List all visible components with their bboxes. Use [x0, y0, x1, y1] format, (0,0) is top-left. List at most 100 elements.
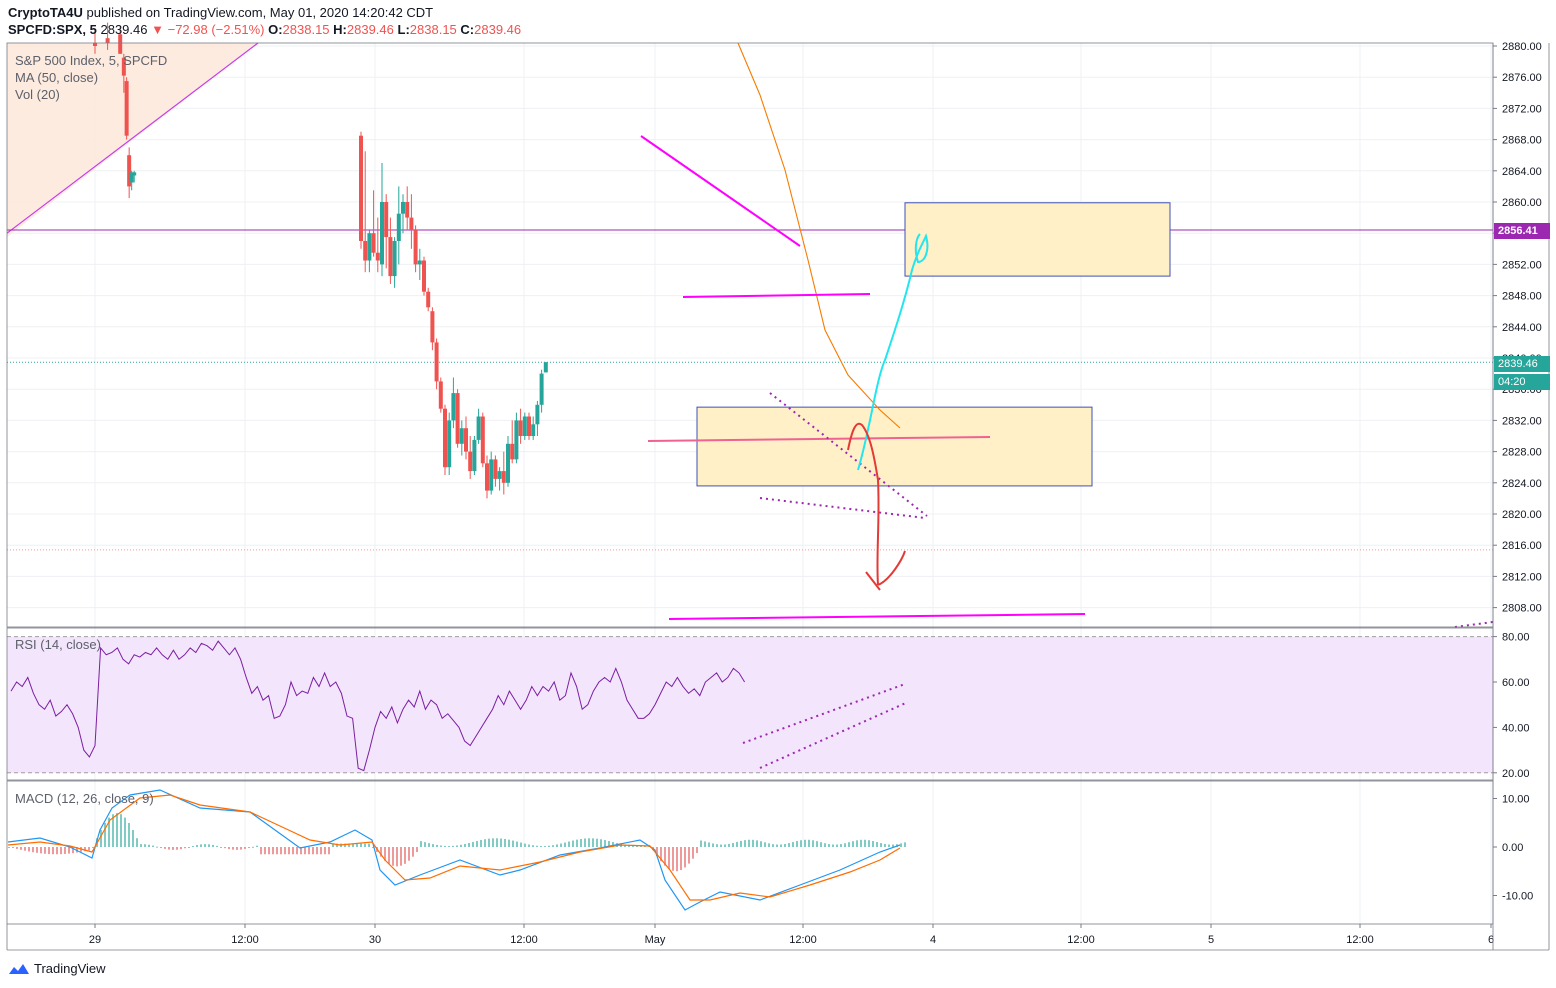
time-tick-label: 29	[89, 934, 101, 946]
ma50-line	[737, 42, 901, 429]
macd-histogram-bar	[300, 847, 302, 855]
time-tick-label: 12:00	[231, 934, 259, 946]
macd-histogram-bar	[12, 847, 14, 848]
macd-histogram-bar	[740, 840, 742, 847]
high-value: 2839.46	[346, 22, 394, 37]
macd-histogram-bar	[824, 843, 826, 847]
macd-histogram-bar	[372, 847, 374, 848]
macd-histogram-bar	[564, 842, 566, 847]
macd-tick-label: -10.00	[1502, 891, 1533, 903]
price-change: −72.98 (−2.51%)	[167, 22, 265, 37]
macd-histogram-bar	[832, 844, 834, 847]
macd-histogram-bar	[556, 844, 558, 847]
offscreen-dotted	[1454, 621, 1494, 628]
bar-timer-tag: 04:20	[1494, 374, 1550, 390]
candle-body	[388, 237, 393, 277]
macd-histogram-bar	[876, 842, 878, 847]
macd-histogram-bar	[220, 847, 222, 848]
candle-body	[132, 172, 137, 176]
macd-histogram-bar	[836, 844, 838, 847]
candle-body	[451, 393, 456, 421]
author-name[interactable]: CryptoTA4U	[8, 5, 83, 20]
macd-histogram-bar	[780, 844, 782, 847]
price-tick-label: 2868.00	[1502, 135, 1542, 147]
macd-histogram-bar	[500, 838, 502, 847]
macd-histogram-bar	[100, 830, 102, 847]
candle-body	[497, 471, 502, 479]
time-tick-label: 12:00	[789, 934, 817, 946]
macd-histogram-bar	[64, 847, 66, 854]
macd-histogram-bar	[132, 830, 134, 847]
macd-histogram-bar	[624, 844, 626, 847]
macd-histogram-bar	[236, 847, 238, 850]
candle-body	[438, 381, 443, 409]
macd-histogram-bar	[8, 847, 10, 848]
legend-rsi[interactable]: RSI (14, close)	[15, 637, 101, 652]
macd-histogram-bar	[456, 845, 458, 847]
macd-histogram-bar	[104, 822, 106, 847]
macd-histogram-bar	[232, 847, 234, 850]
candle-body	[476, 416, 481, 440]
candle-body	[522, 416, 527, 436]
macd-histogram-bar	[308, 847, 310, 855]
last-price: 2839.46	[100, 22, 148, 37]
macd-histogram-bar	[540, 845, 542, 847]
macd-histogram-bar	[840, 844, 842, 847]
bottom-support-line	[668, 613, 1086, 620]
candle-body	[422, 260, 426, 292]
time-tick-label: May	[645, 934, 666, 946]
macd-histogram-bar	[700, 840, 702, 847]
macd-histogram-bar	[588, 838, 590, 847]
macd-histogram-bar	[828, 844, 830, 847]
macd-histogram-bar	[368, 843, 370, 847]
macd-histogram-bar	[812, 840, 814, 847]
annotation-layer-front	[640, 135, 1494, 628]
macd-histogram-bar	[312, 847, 314, 855]
macd-histogram-bar	[636, 846, 638, 848]
candle-body	[493, 459, 498, 479]
macd-histogram-bar	[280, 847, 282, 855]
price-tick-label: 2880.00	[1502, 41, 1542, 53]
macd-histogram-bar	[808, 839, 810, 847]
macd-histogram-bar	[44, 847, 46, 854]
macd-histogram-bar	[516, 841, 518, 847]
candle-body	[539, 373, 544, 405]
close-value: 2839.46	[474, 22, 522, 37]
legend-ma[interactable]: MA (50, close)	[15, 70, 99, 85]
symbol-name: SPCFD:SPX, 5	[8, 22, 97, 37]
candle-body	[472, 439, 477, 472]
macd-histogram-bar	[900, 843, 902, 847]
macd-histogram-bar	[860, 839, 862, 847]
macd-histogram-bar	[680, 847, 682, 871]
macd-histogram-bar	[852, 841, 854, 847]
macd-histogram-bar	[72, 847, 74, 854]
macd-histogram-bar	[124, 817, 126, 847]
macd-histogram-bar	[188, 847, 190, 848]
macd-histogram-bar	[732, 842, 734, 847]
macd-histogram-bar	[848, 842, 850, 847]
macd-histogram-bar	[576, 839, 578, 847]
macd-histogram-bar	[560, 843, 562, 847]
legend-title[interactable]: S&P 500 Index, 5, SPCFD	[15, 53, 168, 68]
candles	[93, 22, 548, 499]
legend-vol[interactable]: Vol (20)	[15, 87, 60, 102]
macd-histogram-bar	[432, 844, 434, 847]
macd-histogram-bar	[356, 843, 358, 847]
candle-body	[405, 202, 410, 218]
level-price-tag: 2856.41	[1494, 223, 1550, 239]
macd-histogram-bar	[28, 847, 30, 852]
time-axis: 29 12:00 30 12:00 May 12:00 4 12:00 5 12:00 6	[89, 924, 1494, 946]
macd-histogram-bar	[108, 817, 110, 847]
open-value: 2838.15	[282, 22, 330, 37]
macd-histogram-bar	[212, 844, 214, 847]
legend-macd[interactable]: MACD (12, 26, close, 9)	[15, 791, 154, 806]
macd-histogram-bar	[192, 846, 194, 848]
macd-histogram-bar	[800, 840, 802, 847]
macd-histogram-bar	[180, 847, 182, 850]
wedge-lower	[759, 497, 926, 519]
rsi-tick-label: 40.00	[1502, 722, 1530, 734]
ma-line	[737, 42, 901, 429]
footer-brand[interactable]: TradingView	[8, 961, 106, 976]
macd-histogram-bar	[532, 845, 534, 847]
